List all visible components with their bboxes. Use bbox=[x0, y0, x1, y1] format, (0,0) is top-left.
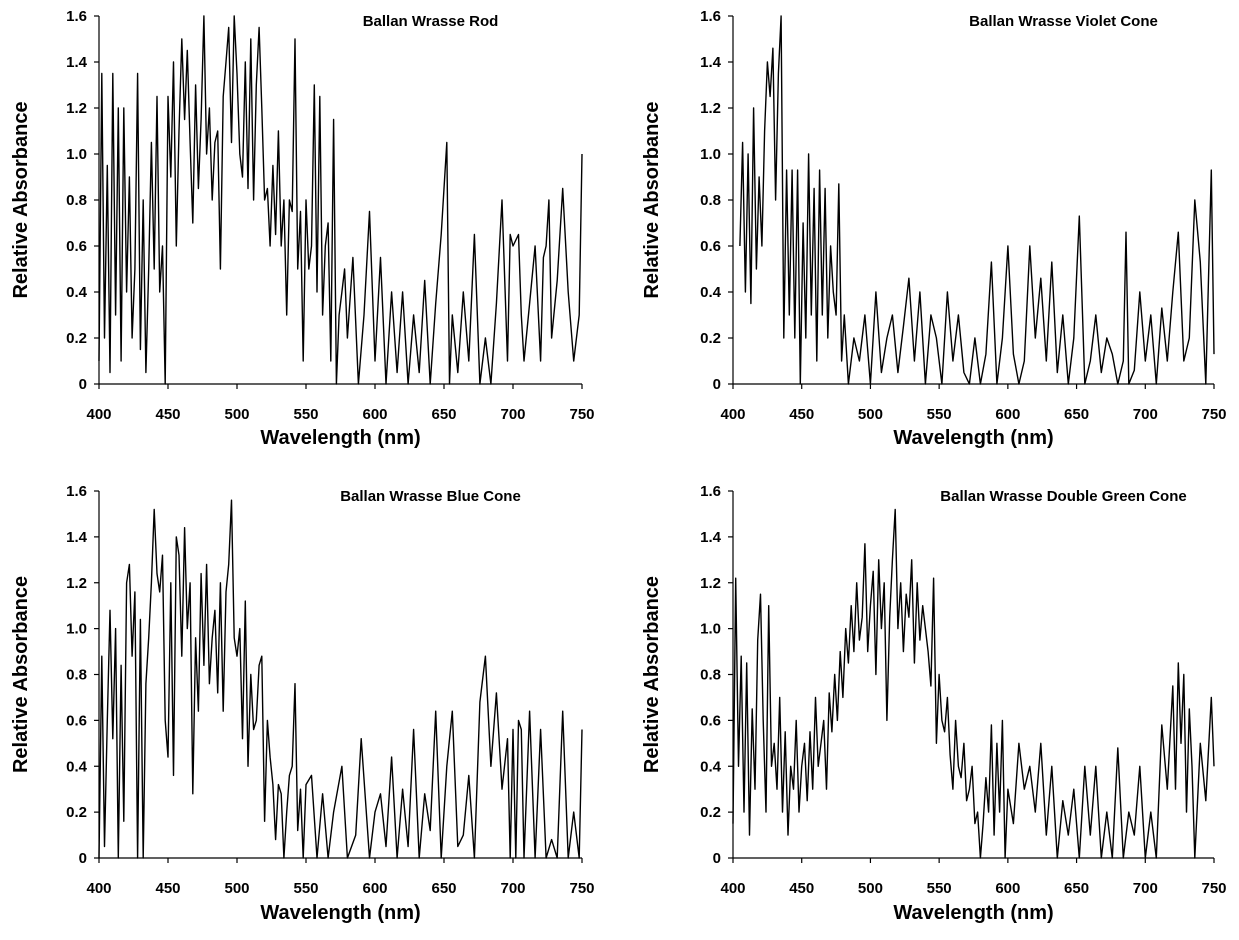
y-tick-label: 1.2 bbox=[66, 100, 87, 117]
absorbance-line bbox=[98, 499, 583, 859]
y-axis-label: Relative Absorbance bbox=[10, 576, 32, 773]
y-tick-label: 0.2 bbox=[700, 330, 721, 347]
y-axis-label: Relative Absorbance bbox=[10, 101, 32, 298]
x-tick-label: 650 bbox=[431, 880, 456, 897]
y-tick-label: 0.2 bbox=[700, 804, 721, 821]
y-tick-label: 0 bbox=[79, 376, 87, 393]
chart-panel-1: 0 0.2 0.4 0.6 0.8 1.0 1.2 1.4 1.6 400 450 500 550 600… bbox=[10, 8, 595, 449]
x-tick-label: 400 bbox=[720, 880, 745, 897]
chart-title: Ballan Wrasse Double Green Cone bbox=[940, 488, 1186, 505]
y-tick-label: 1.0 bbox=[66, 621, 87, 638]
y-tick-label: 1.6 bbox=[66, 8, 87, 25]
x-tick-label: 600 bbox=[362, 880, 387, 897]
y-tick-label: 1.4 bbox=[66, 54, 88, 71]
x-tick-label: 700 bbox=[500, 880, 525, 897]
x-tick-label: 550 bbox=[293, 880, 318, 897]
y-tick-label: 0.8 bbox=[700, 667, 721, 684]
x-tick-label: 400 bbox=[86, 406, 111, 423]
y-tick-label: 0.2 bbox=[66, 804, 87, 821]
x-axis-label: Wavelength (nm) bbox=[260, 427, 420, 449]
chart-panel-2: 0 0.2 0.4 0.6 0.8 1.0 1.2 1.4 1.6 400 450 500 550 600… bbox=[641, 8, 1227, 449]
y-axis-label: Relative Absorbance bbox=[641, 101, 663, 298]
chart-panel-4: 0 0.2 0.4 0.6 0.8 1.0 1.2 1.4 1.6 400 450 500 550 600… bbox=[641, 483, 1227, 924]
x-tick-label: 450 bbox=[155, 406, 180, 423]
chart-title: Ballan Wrasse Blue Cone bbox=[340, 488, 521, 505]
x-tick-label: 750 bbox=[569, 406, 594, 423]
y-tick-label: 0.6 bbox=[66, 712, 87, 729]
y-tick-label: 0.4 bbox=[700, 284, 722, 301]
y-axis-label: Relative Absorbance bbox=[641, 576, 663, 773]
y-tick-label: 1.6 bbox=[700, 8, 721, 25]
x-tick-label: 450 bbox=[789, 406, 814, 423]
x-tick-label: 500 bbox=[858, 406, 883, 423]
y-tick-label: 0.4 bbox=[700, 758, 722, 775]
y-tick-label: 0.2 bbox=[66, 330, 87, 347]
y-tick-label: 1.6 bbox=[700, 483, 721, 500]
absorbance-line bbox=[98, 15, 583, 385]
y-tick-label: 1.4 bbox=[66, 529, 88, 546]
x-tick-label: 700 bbox=[1133, 406, 1158, 423]
x-tick-label: 750 bbox=[1201, 880, 1226, 897]
x-tick-label: 500 bbox=[224, 406, 249, 423]
x-tick-label: 550 bbox=[927, 406, 952, 423]
y-tick-label: 0.6 bbox=[66, 238, 87, 255]
chart-title: Ballan Wrasse Violet Cone bbox=[969, 13, 1158, 30]
x-axis-label: Wavelength (nm) bbox=[893, 902, 1053, 924]
x-axis-label: Wavelength (nm) bbox=[260, 902, 420, 924]
y-tick-label: 0.4 bbox=[66, 284, 88, 301]
y-tick-label: 0.6 bbox=[700, 238, 721, 255]
y-tick-label: 1.2 bbox=[700, 575, 721, 592]
x-tick-label: 750 bbox=[569, 880, 594, 897]
x-tick-label: 500 bbox=[224, 880, 249, 897]
x-tick-label: 700 bbox=[500, 406, 525, 423]
x-tick-label: 600 bbox=[995, 880, 1020, 897]
y-tick-label: 0.4 bbox=[66, 758, 88, 775]
y-tick-label: 0 bbox=[79, 850, 87, 867]
y-tick-label: 1.0 bbox=[66, 146, 87, 163]
y-tick-label: 1.0 bbox=[700, 146, 721, 163]
x-tick-label: 650 bbox=[1064, 880, 1089, 897]
x-tick-label: 650 bbox=[431, 406, 456, 423]
y-tick-label: 1.2 bbox=[700, 100, 721, 117]
absorbance-line bbox=[739, 15, 1215, 385]
y-tick-label: 1.0 bbox=[700, 621, 721, 638]
x-tick-label: 600 bbox=[995, 406, 1020, 423]
x-tick-label: 450 bbox=[789, 880, 814, 897]
y-tick-label: 0 bbox=[713, 376, 721, 393]
x-tick-label: 650 bbox=[1064, 406, 1089, 423]
x-tick-label: 500 bbox=[858, 880, 883, 897]
chart-title: Ballan Wrasse Rod bbox=[363, 13, 499, 30]
x-tick-label: 750 bbox=[1201, 406, 1226, 423]
y-tick-label: 0.8 bbox=[700, 192, 721, 209]
x-tick-label: 550 bbox=[293, 406, 318, 423]
y-tick-label: 1.4 bbox=[700, 529, 722, 546]
chart-panel-3: 0 0.2 0.4 0.6 0.8 1.0 1.2 1.4 1.6 400 450 500 550 600… bbox=[10, 483, 595, 924]
y-tick-label: 0.6 bbox=[700, 712, 721, 729]
y-tick-label: 1.2 bbox=[66, 575, 87, 592]
x-tick-label: 400 bbox=[720, 406, 745, 423]
x-tick-label: 400 bbox=[86, 880, 111, 897]
x-tick-label: 600 bbox=[362, 406, 387, 423]
y-tick-label: 0 bbox=[713, 850, 721, 867]
y-tick-label: 1.6 bbox=[66, 483, 87, 500]
y-tick-label: 1.4 bbox=[700, 54, 722, 71]
x-tick-label: 450 bbox=[155, 880, 180, 897]
x-tick-label: 550 bbox=[927, 880, 952, 897]
absorbance-line bbox=[732, 508, 1215, 859]
x-tick-label: 700 bbox=[1133, 880, 1158, 897]
y-tick-label: 0.8 bbox=[66, 192, 87, 209]
x-axis-label: Wavelength (nm) bbox=[893, 427, 1053, 449]
y-tick-label: 0.8 bbox=[66, 667, 87, 684]
